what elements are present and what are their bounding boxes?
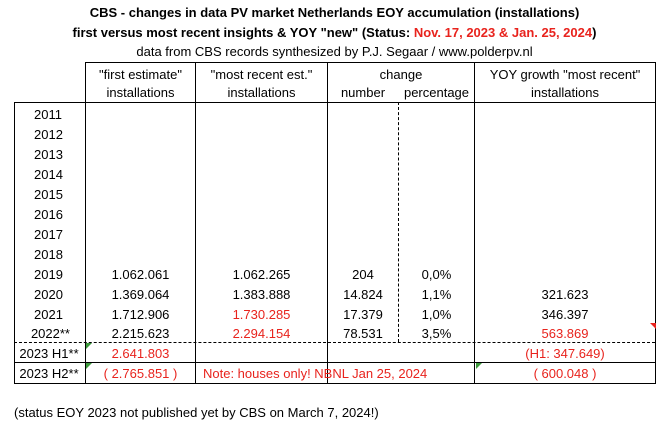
- title-line-3: data from CBS records synthesized by P.J…: [136, 44, 533, 59]
- header-first-estimate: "first estimate": [99, 67, 182, 82]
- header-change: change: [379, 67, 423, 82]
- row-year: 2016: [34, 207, 63, 222]
- change-percentage: 0,0%: [421, 267, 452, 282]
- most-recent-value: 1.062.265: [232, 267, 291, 282]
- yoy-value: 563.869: [541, 326, 589, 341]
- col-divider-year: [85, 62, 86, 384]
- header-yoy: YOY growth "most recent": [489, 67, 641, 82]
- table-border-right: [655, 62, 656, 384]
- most-recent-value: 1.730.285: [232, 307, 291, 322]
- change-number: 204: [352, 267, 374, 282]
- most-recent-value: 1.383.888: [232, 287, 291, 302]
- comment-marker-green: [86, 363, 92, 369]
- h2-divider: [14, 362, 656, 363]
- change-number: 78.531: [343, 326, 383, 341]
- row-year: 2018: [34, 247, 63, 262]
- h2-first-estimate: ( 2.765.851 ): [103, 366, 178, 381]
- comment-marker-green: [86, 343, 92, 349]
- col-divider-change: [474, 62, 475, 384]
- first-estimate-value: 1.712.906: [111, 307, 170, 322]
- header-number: number: [340, 85, 386, 100]
- h1-first-estimate: 2.641.803: [111, 346, 170, 361]
- change-percentage: 1,1%: [421, 287, 452, 302]
- h1-yoy: (H1: 347.649): [525, 346, 605, 361]
- row-h2-label: 2023 H2**: [19, 366, 79, 381]
- title-line-1: CBS - changes in data PV market Netherla…: [89, 5, 580, 20]
- title-line-2: first versus most recent insights & YOY …: [0, 25, 669, 40]
- status-dates: Nov. 17, 2023 & Jan. 25, 2024: [413, 25, 593, 40]
- header-divider: [14, 102, 656, 103]
- row-h1-label: 2023 H1**: [19, 346, 79, 361]
- table-border-bottom: [14, 383, 656, 384]
- row-year: 2015: [34, 187, 63, 202]
- row-year: 2017: [34, 227, 63, 242]
- row-year: 2022**: [30, 326, 70, 341]
- yoy-value: 346.397: [541, 307, 589, 322]
- col-divider-change-dashed: [398, 102, 399, 342]
- first-estimate-value: 1.062.061: [111, 267, 170, 282]
- change-number: 14.824: [343, 287, 383, 302]
- h2-yoy: ( 600.048 ): [533, 366, 597, 381]
- table-border-top: [85, 62, 656, 63]
- table-border-left: [14, 102, 15, 384]
- change-percentage: 1,0%: [421, 307, 452, 322]
- header-most-recent: "most recent est.": [210, 67, 313, 82]
- header-most-recent-installations: installations: [227, 85, 296, 100]
- change-percentage: 3,5%: [421, 326, 452, 341]
- row-year: 2013: [34, 147, 63, 162]
- h2-note: Note: houses only! NBNL Jan 25, 2024: [203, 366, 428, 381]
- comment-marker-red: [650, 323, 656, 329]
- row-year: 2011: [34, 107, 62, 122]
- change-number: 17.379: [343, 307, 383, 322]
- row-year: 2014: [34, 167, 63, 182]
- row-year: 2021: [34, 307, 63, 322]
- yoy-value: 321.623: [541, 287, 589, 302]
- col-divider-first: [195, 62, 196, 384]
- row-year: 2019: [34, 267, 63, 282]
- title-line-2-prefix: first versus most recent insights & YOY …: [72, 25, 414, 40]
- first-estimate-value: 2.215.623: [111, 326, 170, 341]
- comment-marker-green: [476, 363, 482, 369]
- h1-divider-dashed: [14, 342, 655, 343]
- header-first-installations: installations: [106, 85, 175, 100]
- row-year: 2012: [34, 127, 63, 142]
- header-yoy-installations: installations: [531, 85, 599, 100]
- title-line-2-suffix: ): [592, 25, 597, 40]
- most-recent-value: 2.294.154: [232, 326, 291, 341]
- header-percentage: percentage: [403, 85, 470, 100]
- col-divider-recent: [327, 62, 328, 384]
- footnote: (status EOY 2023 not published yet by CB…: [14, 405, 379, 420]
- first-estimate-value: 1.369.064: [111, 287, 170, 302]
- row-year: 2020: [34, 287, 63, 302]
